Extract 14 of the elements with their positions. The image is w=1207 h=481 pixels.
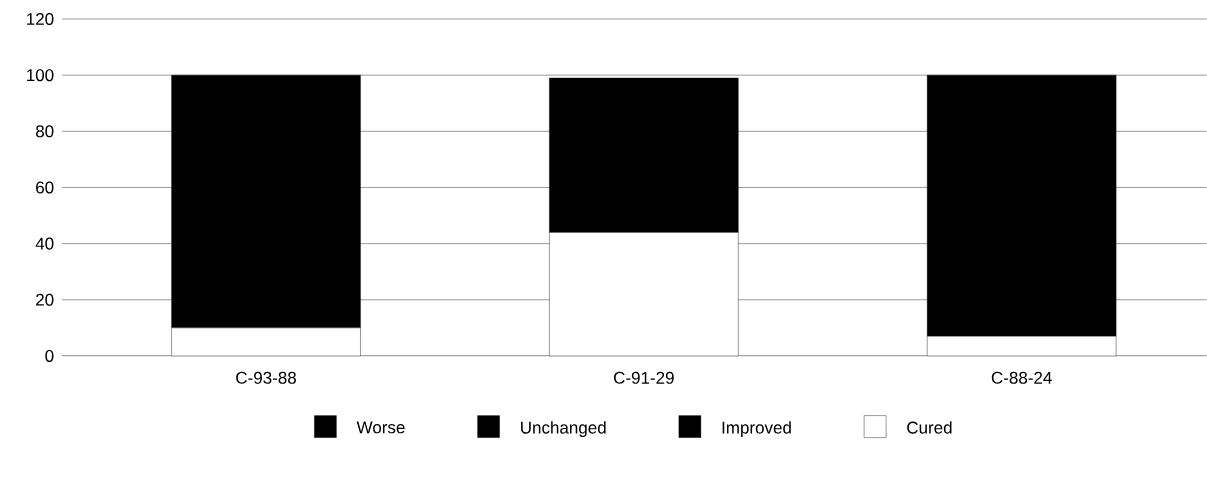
legend-label: Improved [722,421,791,438]
y-tick-label: 120 [27,13,54,26]
legend-label: Unchanged [521,421,606,438]
x-tick-label: C-88-24 [991,371,1052,384]
y-tick-label: 60 [36,181,54,194]
y-tick-label: 40 [35,237,54,250]
x-tick-label: C-91-29 [614,371,674,384]
y-tick-label: 0 [45,349,54,362]
y-tick-label: 80 [35,125,54,138]
y-tick-label: 20 [36,293,54,306]
y-tick-label: 100 [27,69,54,82]
x-tick-label: C-93-88 [236,371,296,384]
legend-label: Cured [907,421,952,434]
legend-label: Worse [356,421,405,434]
